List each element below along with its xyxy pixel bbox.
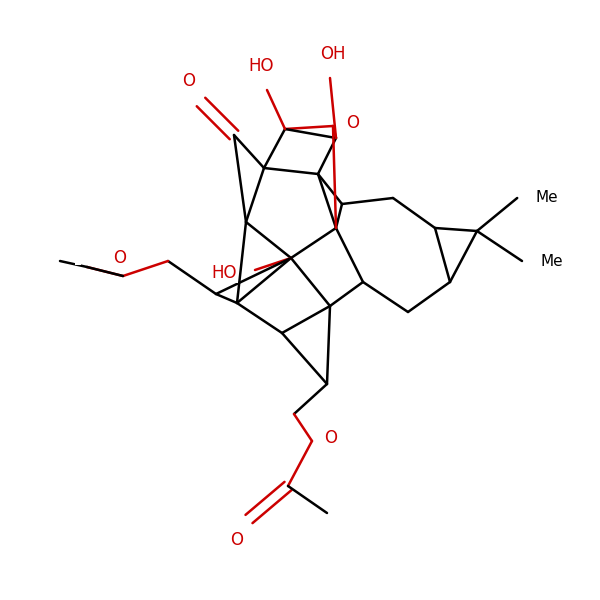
Text: O: O: [230, 531, 244, 549]
Text: Me: Me: [535, 191, 558, 205]
Text: methoxy: methoxy: [75, 263, 81, 265]
Text: HO: HO: [212, 264, 237, 282]
Text: OH: OH: [320, 45, 346, 63]
Text: Me: Me: [540, 253, 563, 269]
Text: HO: HO: [248, 57, 274, 75]
Text: O: O: [182, 72, 196, 90]
Text: O: O: [113, 249, 127, 267]
Text: O: O: [346, 114, 359, 132]
Text: O: O: [324, 429, 337, 447]
